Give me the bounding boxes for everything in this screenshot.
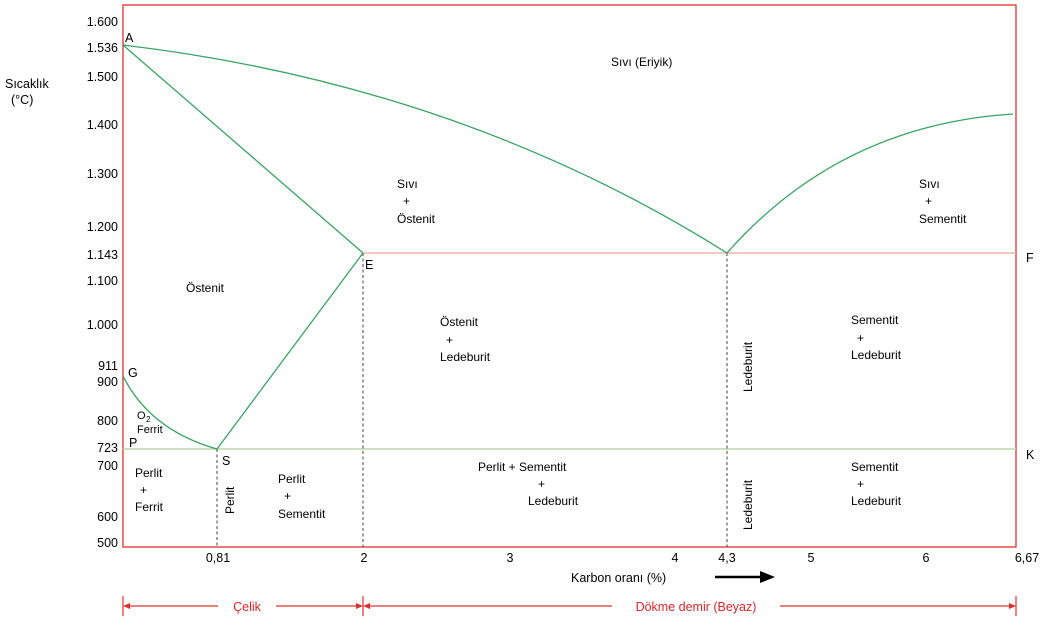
x-tick-4.3: 4,3 [718,551,735,565]
x-tick-6: 6 [923,551,930,565]
y-tick-1400: 1.400 [87,118,118,132]
region-ferrite-sub: 2 [146,415,151,424]
arrowhead-celik-right [356,603,363,609]
class-label-celik: Çelik [233,600,262,614]
region-liquid: Sıvı (Eriyik) [611,55,672,69]
y-tick-1143: 1.143 [87,248,118,262]
y-axis-label-line1: Sıcaklık [5,77,50,91]
region-liquid-cementite-l2: + [925,194,932,208]
y-axis-label-line2: (°C) [11,93,33,107]
region-pearlite-cementite-l2: + [284,489,291,503]
region-cementite-ledeburite-lower-l1: Sementit [851,460,899,474]
y-tick-labels: 1.600 1.536 1.500 1.400 1.300 1.200 1.14… [87,15,118,550]
liquidus-A-C [122,44,728,254]
point-E: E [365,258,373,272]
region-pearlite-ferrite-l2: + [140,483,147,497]
x-tick-3: 3 [507,551,514,565]
x-tick-4: 4 [672,551,679,565]
region-pcl-l2: + [538,477,545,491]
arrowhead-dokme-right [1009,603,1016,609]
region-pcl-l3: Ledeburit [528,494,579,508]
region-pearlite-cementite-l1: Perlit [278,472,306,486]
region-pearlite: Perlit [223,486,237,514]
region-ledeburite-upper: Ledeburit [741,341,755,392]
region-cementite-ledeburite-upper-l1: Sementit [851,313,899,327]
y-tick-500: 500 [97,536,118,550]
point-G: G [128,366,138,380]
y-tick-911: 911 [98,359,118,373]
point-A: A [125,31,134,45]
x-tick-2: 2 [361,551,368,565]
plot-frame [122,4,1017,548]
point-S: S [222,454,230,468]
region-pcl-l1: Perlit + Sementit [478,460,567,474]
point-labels: A G P S E F K [125,31,1035,468]
x-tick-labels: 0,81 2 3 4 4,3 5 6 6,67 [206,551,1039,565]
region-liquid-austenite-l1: Sıvı [397,177,418,191]
liquidus-C-D [726,113,1014,254]
y-tick-900: 900 [97,375,118,389]
acm-line-E-S [216,252,364,450]
region-austenite-ledeburite-l2: + [446,333,453,347]
y-tick-800: 800 [97,414,118,428]
x-tick-0.81: 0,81 [206,551,230,565]
y-tick-600: 600 [97,510,118,524]
dokme-label-bg [612,598,780,614]
x-tick-5: 5 [808,551,815,565]
celik-label-bg [218,598,276,614]
y-tick-723: 723 [97,441,118,455]
solidus-A-E [122,44,364,254]
point-P: P [129,436,137,450]
a3-line-G-S [122,375,218,450]
region-labels: Sıvı (Eriyik) Sıvı + Östenit Sıvı + Seme… [135,55,967,530]
region-ferrite: Ferrit [137,424,163,436]
arrowhead-dokme-left [363,603,370,609]
point-F: F [1026,251,1034,265]
region-cementite-ledeburite-upper-l2: + [857,331,864,345]
y-tick-1300: 1.300 [87,167,118,181]
y-tick-700: 700 [97,459,118,473]
right-arrow-icon [715,571,775,583]
x-tick-6.67: 6,67 [1015,551,1039,565]
arrowhead-celik-left [123,603,130,609]
y-tick-1600: 1.600 [87,15,118,29]
y-tick-1536: 1.536 [87,41,118,55]
region-cementite-ledeburite-upper-l3: Ledeburit [851,348,902,362]
region-austenite-ledeburite-l3: Ledeburit [440,350,491,364]
region-liquid-cementite-l3: Sementit [919,212,967,226]
region-pearlite-ferrite-l1: Perlit [135,466,163,480]
x-axis-label: Karbon oranı (%) [571,571,666,585]
region-liquid-cementite-l1: Sıvı [919,177,940,191]
region-liquid-austenite-l2: + [403,194,410,208]
region-liquid-austenite-l3: Östenit [397,212,436,226]
region-austenite-ledeburite-l1: Östenit [440,315,479,329]
region-cementite-ledeburite-lower-l2: + [857,477,864,491]
region-pearlite-ferrite-l3: Ferrit [135,500,164,514]
region-cementite-ledeburite-lower-l3: Ledeburit [851,494,902,508]
y-tick-1000: 1.000 [87,318,118,332]
region-ferrite-o: O [137,410,146,422]
y-tick-1100: 1.100 [87,274,118,288]
y-tick-1500: 1.500 [87,70,118,84]
region-ledeburite-lower: Ledeburit [741,479,755,530]
point-K: K [1026,448,1035,462]
y-tick-1200: 1.200 [87,220,118,234]
region-pearlite-cementite-l3: Sementit [278,507,326,521]
class-label-dokme: Dökme demir (Beyaz) [636,600,757,614]
region-austenite: Östenit [186,281,225,295]
